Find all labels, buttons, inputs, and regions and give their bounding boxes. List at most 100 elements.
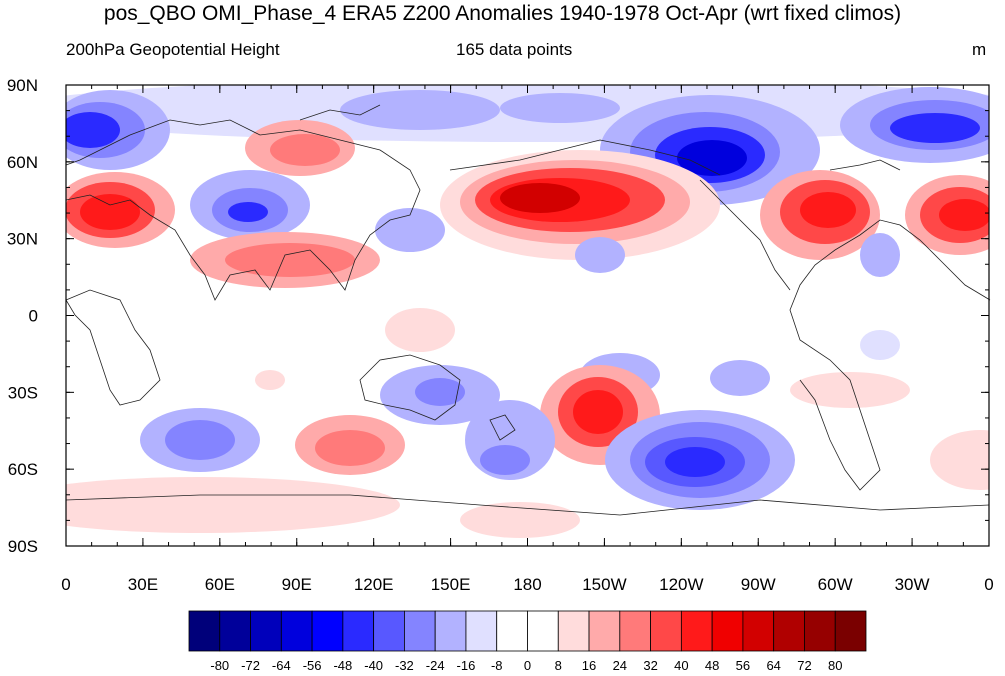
colorbar-label: 64 bbox=[766, 658, 780, 673]
contour-region bbox=[385, 308, 455, 352]
lon-label: 30W bbox=[895, 575, 930, 594]
lon-label: 120W bbox=[659, 575, 703, 594]
colorbar-swatch bbox=[188, 610, 221, 652]
lon-label: 180 bbox=[513, 575, 541, 594]
contour-region bbox=[790, 372, 910, 408]
colorbar bbox=[188, 610, 867, 652]
contour-region bbox=[665, 447, 725, 477]
contour-region bbox=[460, 502, 580, 538]
contour-fill bbox=[66, 85, 989, 546]
lon-label: 90W bbox=[741, 575, 776, 594]
map-title: pos_QBO OMI_Phase_4 ERA5 Z200 Anomalies … bbox=[103, 2, 902, 25]
contour-region bbox=[710, 360, 770, 396]
colorbar-swatch bbox=[434, 610, 467, 652]
colorbar-swatch bbox=[557, 610, 590, 652]
lon-label: 150E bbox=[431, 575, 471, 594]
contour-region bbox=[860, 330, 900, 360]
latitude-labels: 90N 60N 30N 0 30S 60S 90S bbox=[7, 76, 38, 556]
colorbar-swatch bbox=[250, 610, 282, 652]
contour-region bbox=[480, 445, 530, 475]
colorbar-swatch bbox=[680, 610, 713, 652]
contour-region bbox=[500, 93, 620, 123]
coastline-segment bbox=[489, 414, 516, 441]
contour-region bbox=[575, 237, 625, 273]
contour-region bbox=[890, 113, 980, 143]
lat-label: 60S bbox=[8, 460, 38, 479]
colorbar-label: -48 bbox=[333, 658, 352, 673]
colorbar-swatch bbox=[588, 610, 621, 652]
lon-label: 60W bbox=[818, 575, 853, 594]
lon-label: 0 bbox=[984, 575, 993, 594]
colorbar-labels: -80 -72 -64 -56 -48 -40 -32 -24 -16 -8 0 8 16 24 32 40 4… bbox=[210, 658, 842, 673]
coastlines bbox=[65, 104, 991, 516]
colorbar-label: -16 bbox=[457, 658, 476, 673]
contour-region bbox=[573, 390, 623, 434]
coastline-segment bbox=[65, 119, 421, 301]
contour-region bbox=[415, 378, 465, 406]
data-points-label: 165 data points bbox=[456, 40, 573, 59]
lat-label: 0 bbox=[29, 307, 38, 326]
lat-label: 60N bbox=[7, 153, 38, 172]
colorbar-swatch bbox=[650, 610, 682, 652]
lon-label: 60E bbox=[205, 575, 235, 594]
colorbar-swatch bbox=[373, 610, 405, 652]
colorbar-label: -40 bbox=[364, 658, 383, 673]
lon-label: 90E bbox=[282, 575, 312, 594]
colorbar-label: -64 bbox=[272, 658, 291, 673]
contour-region bbox=[860, 233, 900, 277]
contour-region bbox=[800, 192, 856, 228]
contour-region bbox=[66, 477, 400, 533]
lat-label: 90S bbox=[8, 537, 38, 556]
contour-region bbox=[677, 140, 747, 176]
contour-region bbox=[165, 420, 235, 460]
colorbar-label: -72 bbox=[241, 658, 260, 673]
colorbar-label: 80 bbox=[828, 658, 842, 673]
colorbar-label: -24 bbox=[426, 658, 445, 673]
units-label: m bbox=[972, 40, 987, 59]
colorbar-label: 0 bbox=[524, 658, 531, 673]
coastline-segment bbox=[65, 494, 990, 516]
colorbar-swatch bbox=[280, 610, 313, 652]
colorbar-swatch bbox=[527, 610, 559, 652]
colorbar-swatch bbox=[219, 610, 251, 652]
lon-label: 120E bbox=[354, 575, 394, 594]
lat-label: 90N bbox=[7, 76, 38, 95]
coastline-segment bbox=[359, 354, 461, 421]
contour-region bbox=[255, 370, 285, 390]
colorbar-swatch bbox=[465, 610, 498, 652]
colorbar-swatch bbox=[804, 610, 836, 652]
colorbar-label: 16 bbox=[582, 658, 596, 673]
colorbar-label: 24 bbox=[613, 658, 627, 673]
contour-region bbox=[80, 194, 140, 230]
colorbar-swatch bbox=[496, 610, 528, 652]
colorbar-swatch bbox=[619, 610, 651, 652]
contour-region bbox=[66, 112, 120, 148]
contour-region bbox=[315, 430, 385, 466]
coastline-segment bbox=[699, 179, 791, 291]
colorbar-label: 40 bbox=[674, 658, 688, 673]
coastline-segment bbox=[829, 159, 901, 171]
contour-region bbox=[930, 430, 989, 490]
lon-label: 150W bbox=[582, 575, 626, 594]
contour-region bbox=[225, 243, 355, 277]
lat-label: 30N bbox=[7, 230, 38, 249]
colorbar-swatch bbox=[311, 610, 344, 652]
colorbar-swatch bbox=[342, 610, 375, 652]
colorbar-label: -80 bbox=[210, 658, 229, 673]
contour-region bbox=[270, 134, 340, 166]
colorbar-label: 8 bbox=[555, 658, 562, 673]
contour-region bbox=[340, 90, 500, 130]
colorbar-label: -56 bbox=[303, 658, 322, 673]
colorbar-label: 72 bbox=[797, 658, 811, 673]
lon-label: 30E bbox=[128, 575, 158, 594]
colorbar-label: 48 bbox=[705, 658, 719, 673]
colorbar-swatch bbox=[773, 610, 805, 652]
longitude-labels: 0 30E 60E 90E 120E 150E 180 150W 120W 90W 60W 30W 0 bbox=[61, 575, 993, 594]
coastline-segment bbox=[789, 219, 991, 491]
lon-label: 0 bbox=[61, 575, 70, 594]
contour-region bbox=[228, 202, 268, 222]
colorbar-label: -32 bbox=[395, 658, 414, 673]
colorbar-label: 56 bbox=[736, 658, 750, 673]
lat-label: 30S bbox=[8, 383, 38, 402]
